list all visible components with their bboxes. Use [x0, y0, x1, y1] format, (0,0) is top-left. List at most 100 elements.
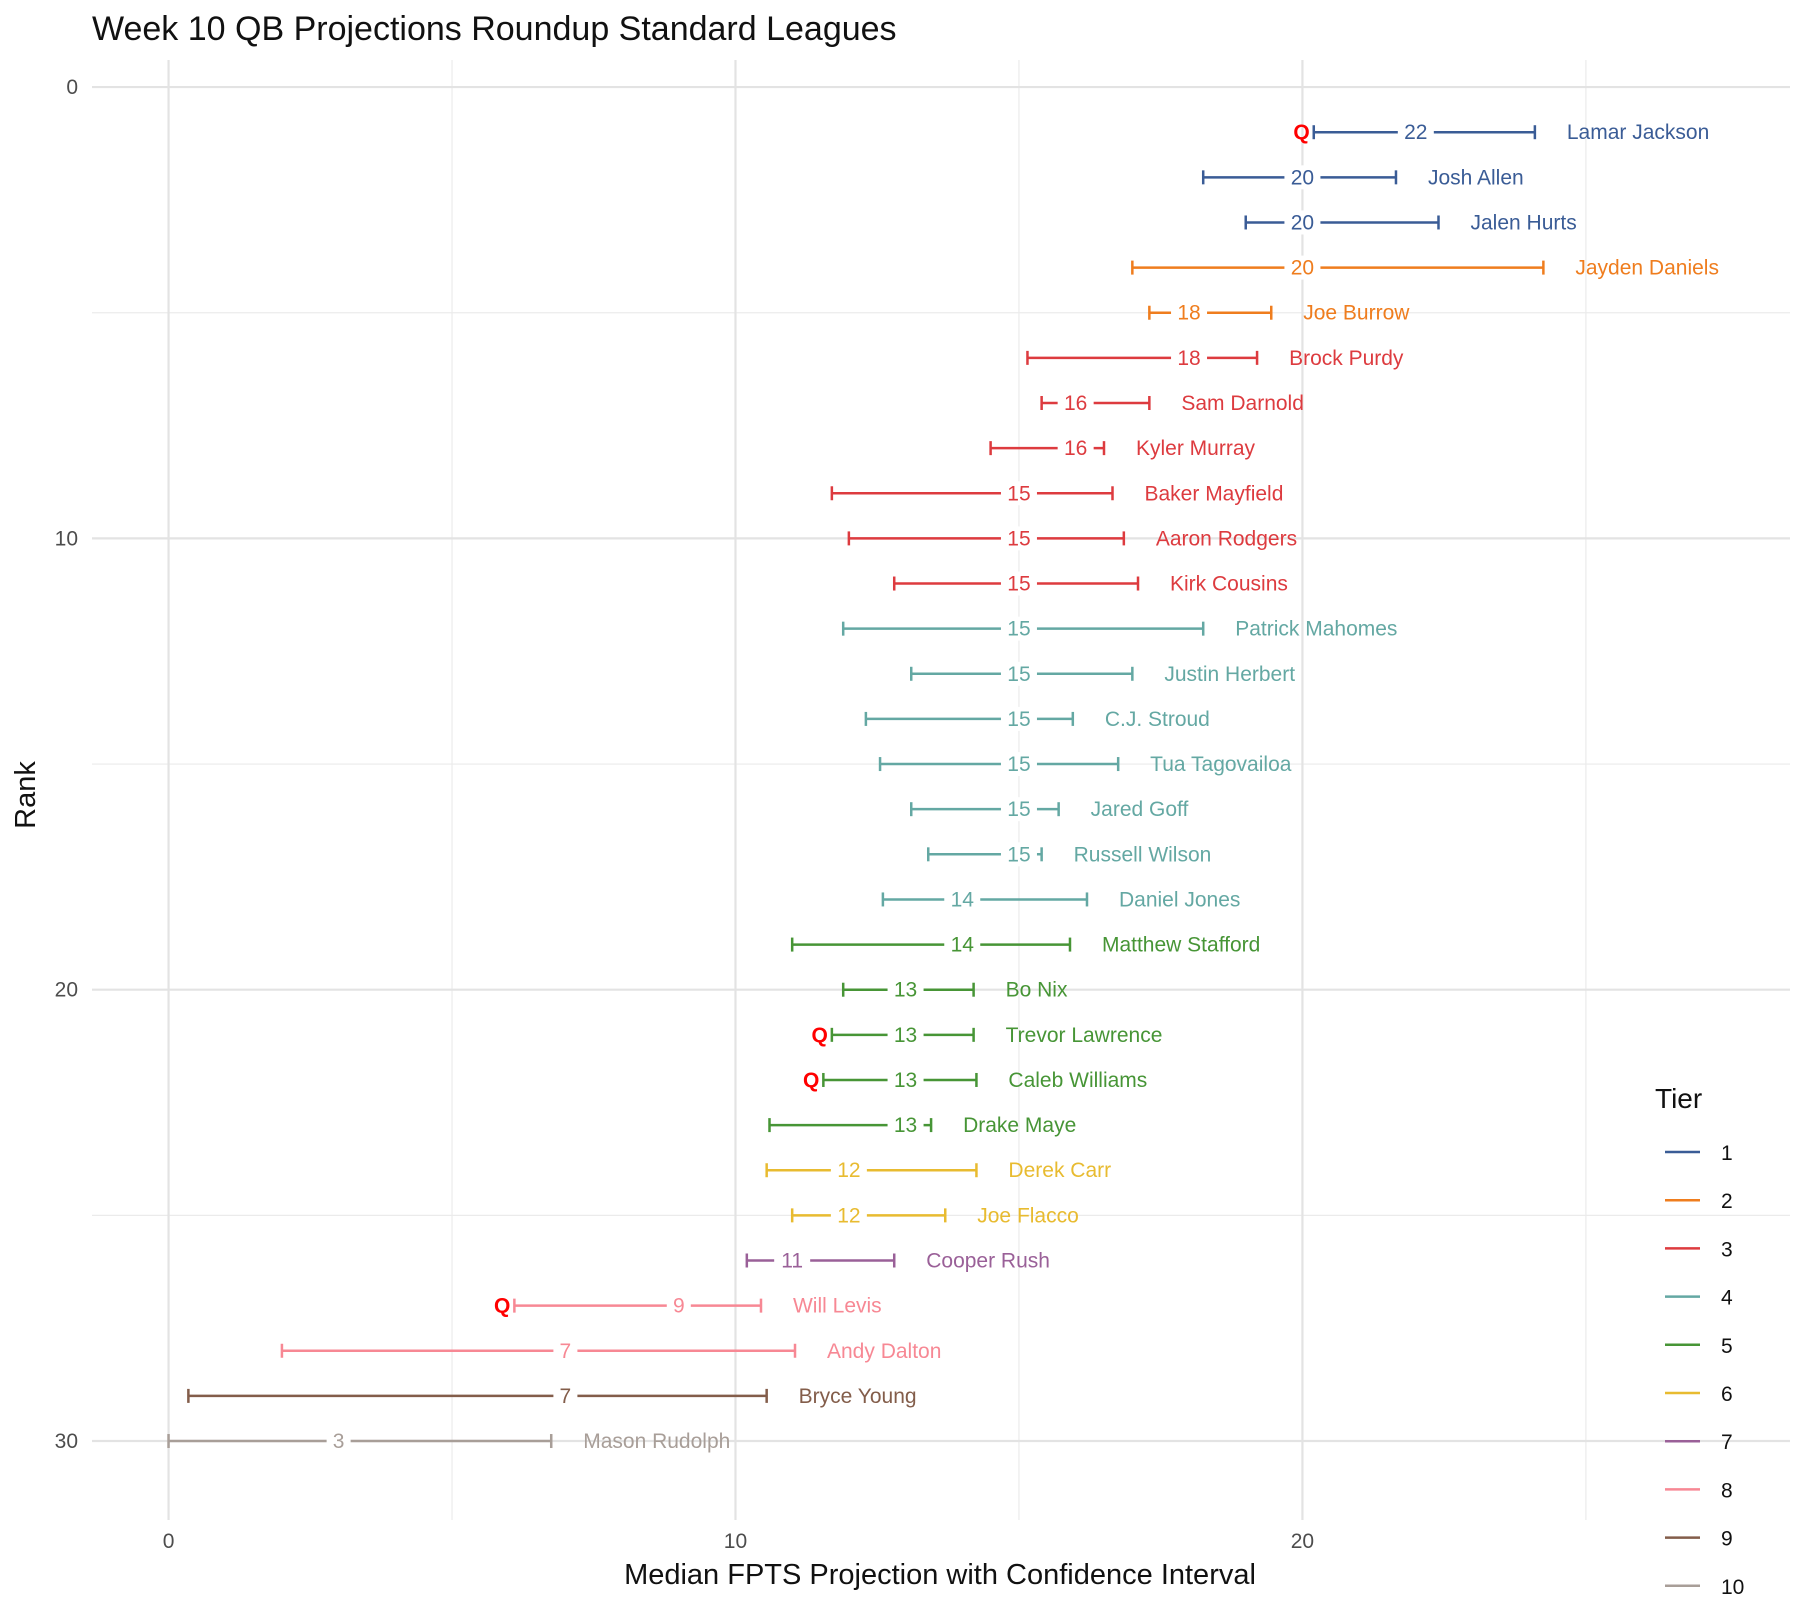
median-label-background: [1284, 210, 1321, 235]
median-label: 14: [951, 888, 975, 911]
median-label-background: [1397, 120, 1434, 145]
player-name-label: Daniel Jones: [1119, 888, 1240, 911]
errorbar-c-j-stroud: 15 C.J. Stroud: [864, 706, 1210, 731]
median-label-background: [1171, 300, 1208, 325]
median-label-background: [1000, 661, 1037, 686]
errorbar-kyler-murray: 16 Kyler Murray: [989, 436, 1256, 461]
player-name-label: Baker Mayfield: [1145, 482, 1284, 505]
median-label-background: [1171, 345, 1208, 370]
player-name-label: Andy Dalton: [827, 1340, 941, 1363]
x-tick-label: 0: [163, 1530, 175, 1553]
questionable-marker: Q: [1293, 121, 1309, 144]
player-name-label: Drake Maye: [963, 1114, 1076, 1137]
player-name-label: Jared Goff: [1091, 798, 1189, 821]
median-label: 16: [1064, 437, 1087, 460]
errorbar-jayden-daniels: 20 Jayden Daniels: [1131, 255, 1719, 280]
median-label: 22: [1404, 121, 1427, 144]
median-label: 18: [1177, 347, 1200, 370]
errorbar-matthew-stafford: 14 Matthew Stafford: [790, 932, 1260, 957]
y-axis-title: Rank: [10, 761, 42, 829]
axes: 0 10 20 0 10 20 30: [55, 76, 1314, 1553]
median-label-background: [774, 1248, 811, 1273]
errorbar-derek-carr: 12 Derek Carr: [765, 1158, 1111, 1183]
player-name-label: Russell Wilson: [1074, 843, 1212, 866]
player-name-label: Jayden Daniels: [1575, 257, 1719, 280]
legend-title: Tier: [1655, 1083, 1702, 1114]
player-name-label: Kirk Cousins: [1170, 573, 1288, 596]
errorbar-drake-maye: 13 Drake Maye: [768, 1113, 1076, 1138]
median-label: 9: [673, 1295, 685, 1318]
median-label-background: [830, 1158, 867, 1183]
player-name-label: Tua Tagovailoa: [1150, 753, 1292, 776]
x-tick-label: 20: [1291, 1530, 1314, 1553]
player-name-label: Kyler Murray: [1136, 437, 1256, 460]
errorbar-cooper-rush: 11 Cooper Rush: [745, 1248, 1050, 1273]
y-tick-label: 20: [55, 979, 78, 1002]
errorbar-mason-rudolph: 3 Mason Rudolph: [167, 1429, 730, 1454]
player-name-label: Lamar Jackson: [1567, 121, 1709, 144]
legend-label: 2: [1721, 1190, 1733, 1213]
median-label: 16: [1064, 392, 1087, 415]
median-label: 7: [560, 1340, 572, 1363]
median-label: 15: [1007, 708, 1030, 731]
median-label-background: [944, 932, 981, 957]
y-tick-label: 0: [66, 76, 78, 99]
median-label: 18: [1177, 302, 1200, 325]
median-label-background: [1000, 752, 1037, 777]
errorbar-will-levis: 9 Will Levis Q: [494, 1293, 882, 1318]
player-name-label: Aaron Rodgers: [1156, 527, 1297, 550]
questionable-marker: Q: [803, 1069, 819, 1092]
player-name-label: Joe Burrow: [1303, 302, 1410, 325]
legend-label: 6: [1721, 1383, 1733, 1406]
y-tick-label: 10: [55, 527, 78, 550]
median-label: 14: [951, 934, 975, 957]
error-bars: 22 Lamar Jackson Q 20 Josh Allen 20 Jalen Hurt…: [167, 120, 1719, 1454]
median-label: 20: [1291, 211, 1314, 234]
median-label: 3: [333, 1430, 345, 1453]
median-label: 15: [1007, 798, 1030, 821]
legend-label: 4: [1721, 1287, 1733, 1310]
x-tick-label: 10: [724, 1530, 747, 1553]
legend-label: 10: [1721, 1576, 1744, 1599]
player-name-label: Mason Rudolph: [583, 1430, 730, 1453]
errorbar-joe-burrow: 18 Joe Burrow: [1148, 300, 1410, 325]
errorbar-sam-darnold: 16 Sam Darnold: [1040, 390, 1304, 415]
errorbar-baker-mayfield: 15 Baker Mayfield: [830, 481, 1284, 506]
player-name-label: Derek Carr: [1008, 1159, 1111, 1182]
errorbar-lamar-jackson: 22 Lamar Jackson Q: [1293, 120, 1709, 145]
median-label-background: [666, 1293, 691, 1318]
y-tick-label: 30: [55, 1430, 78, 1453]
median-label: 7: [560, 1385, 572, 1408]
legend-label: 1: [1721, 1142, 1733, 1165]
median-label: 15: [1007, 618, 1030, 641]
median-label: 20: [1291, 257, 1314, 280]
median-label-background: [553, 1383, 578, 1408]
median-label-background: [1284, 165, 1321, 190]
median-label-background: [887, 1022, 924, 1047]
median-label-background: [1057, 390, 1094, 415]
player-name-label: Sam Darnold: [1181, 392, 1304, 415]
errorbar-kirk-cousins: 15 Kirk Cousins: [892, 571, 1288, 596]
median-label-background: [1000, 481, 1037, 506]
median-label: 13: [894, 1024, 917, 1047]
median-label-background: [553, 1338, 578, 1363]
errorbar-andy-dalton: 7 Andy Dalton: [280, 1338, 941, 1363]
chart-title: Week 10 QB Projections Roundup Standard …: [92, 10, 897, 48]
median-label: 13: [894, 1069, 917, 1092]
player-name-label: Will Levis: [793, 1295, 882, 1318]
errorbar-justin-herbert: 15 Justin Herbert: [909, 661, 1295, 686]
player-name-label: Josh Allen: [1428, 166, 1524, 189]
legend-label: 5: [1721, 1335, 1733, 1358]
median-label: 15: [1007, 482, 1030, 505]
median-label-background: [944, 887, 981, 912]
median-label-background: [326, 1429, 351, 1454]
legend: Tier 1 2 3 4 5 6 7 8 9 10: [1655, 1083, 1744, 1599]
median-label: 15: [1007, 527, 1030, 550]
median-label-background: [887, 1067, 924, 1092]
legend-label: 8: [1721, 1479, 1733, 1502]
median-label: 12: [837, 1204, 860, 1227]
player-name-label: Trevor Lawrence: [1006, 1024, 1163, 1047]
median-label-background: [1000, 616, 1037, 641]
median-label-background: [1000, 526, 1037, 551]
